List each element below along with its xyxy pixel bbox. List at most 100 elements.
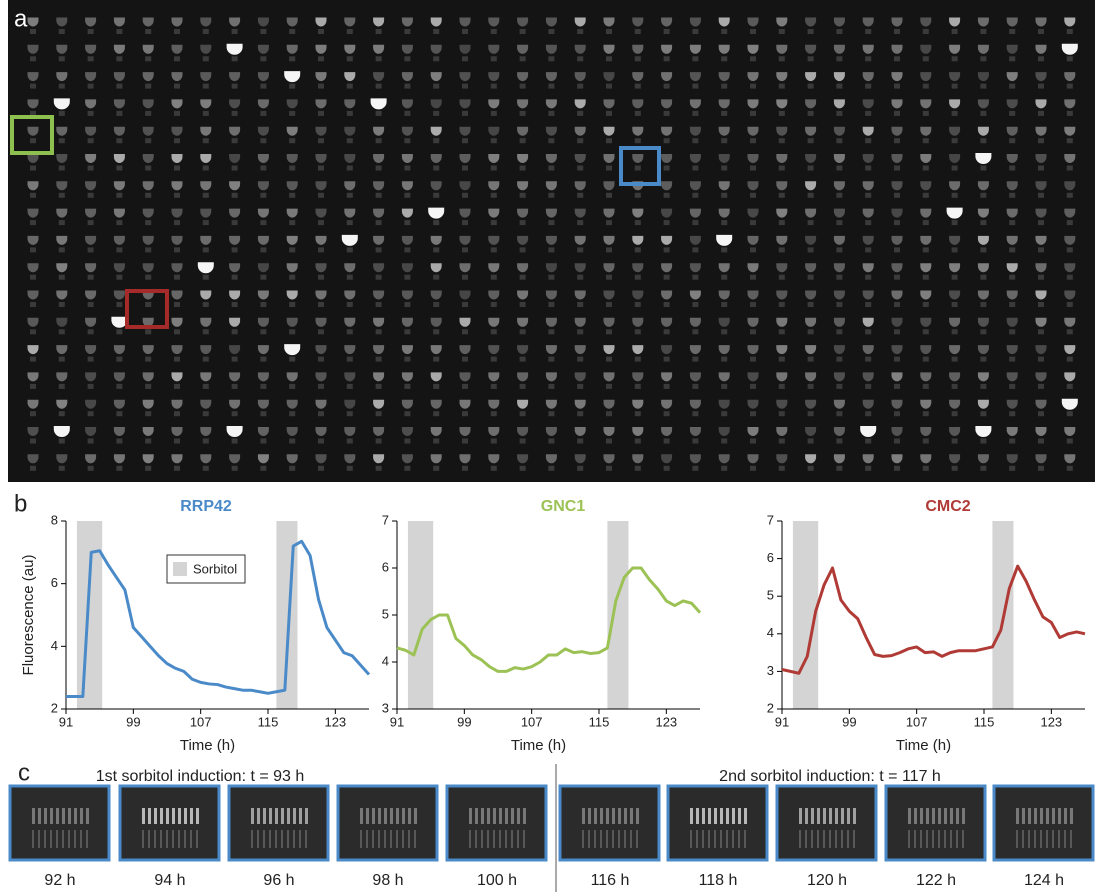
thumb-stripe: [606, 830, 608, 848]
trap: [145, 138, 151, 143]
thumbnail: [10, 786, 109, 860]
trap: [1038, 357, 1044, 362]
trap: [1038, 84, 1044, 89]
thumb-stripe: [853, 830, 855, 848]
trap: [232, 166, 238, 171]
thumb-stripe: [594, 830, 596, 848]
trap: [692, 329, 698, 334]
trap: [88, 29, 94, 34]
thumb-stripe: [275, 808, 278, 824]
panel-label: a: [14, 5, 28, 32]
thumb-stripe: [702, 830, 704, 848]
trap: [404, 56, 410, 61]
trap: [894, 357, 900, 362]
trap: [952, 357, 958, 362]
trap: [865, 56, 871, 61]
sorbitol-band: [408, 521, 433, 709]
thumb-stripe: [600, 830, 602, 848]
trap: [318, 193, 324, 198]
trap: [1067, 329, 1073, 334]
trap: [347, 220, 353, 225]
trap: [520, 193, 526, 198]
thumb-stripe: [414, 830, 416, 848]
thumb-stripe: [726, 830, 728, 848]
thumb-stripe: [1016, 830, 1018, 848]
trap: [548, 193, 554, 198]
trap: [779, 220, 785, 225]
trap: [88, 439, 94, 444]
trap: [779, 384, 785, 389]
trap: [750, 111, 756, 116]
trap: [635, 84, 641, 89]
trap: [664, 466, 670, 471]
thumb-stripe: [378, 830, 380, 848]
thumb-stripe: [372, 830, 374, 848]
trap: [836, 357, 842, 362]
trap: [318, 302, 324, 307]
trap: [894, 166, 900, 171]
trap: [923, 193, 929, 198]
trap: [59, 84, 65, 89]
trap: [548, 439, 554, 444]
thumb-stripe: [738, 830, 740, 848]
trap: [318, 329, 324, 334]
trap: [664, 166, 670, 171]
trap: [30, 29, 36, 34]
thumb-stripe: [726, 808, 729, 824]
trap: [836, 84, 842, 89]
trap: [88, 193, 94, 198]
thumb-stripe: [950, 830, 952, 848]
trap: [376, 220, 382, 225]
trap: [750, 384, 756, 389]
trap: [548, 247, 554, 252]
trap: [30, 56, 36, 61]
trap: [260, 384, 266, 389]
trap: [692, 29, 698, 34]
trap: [779, 411, 785, 416]
frame-label: 94 h: [154, 872, 185, 889]
thumb-stripe: [56, 808, 59, 824]
trap: [289, 302, 295, 307]
trap: [980, 247, 986, 252]
trap: [606, 220, 612, 225]
thumb-stripe: [517, 808, 520, 824]
trap: [577, 439, 583, 444]
trap: [462, 329, 468, 334]
trap: [836, 439, 842, 444]
trap: [692, 302, 698, 307]
trap: [260, 166, 266, 171]
trap: [376, 111, 382, 116]
x-axis-label: Time (h): [896, 737, 951, 754]
x-tick-label: 123: [655, 714, 677, 729]
thumb-stripe: [196, 808, 199, 824]
trap: [952, 384, 958, 389]
trap: [260, 411, 266, 416]
trap: [318, 56, 324, 61]
trap: [865, 247, 871, 252]
trap: [491, 439, 497, 444]
thumb-stripe: [475, 830, 477, 848]
thumb-stripe: [184, 830, 186, 848]
trap: [59, 357, 65, 362]
trap: [865, 439, 871, 444]
trap: [232, 275, 238, 280]
trap: [376, 84, 382, 89]
trap: [577, 384, 583, 389]
trap: [635, 111, 641, 116]
thumb-stripe: [505, 808, 508, 824]
thumb-stripe: [293, 808, 296, 824]
thumb-stripe: [1040, 830, 1042, 848]
trap: [808, 466, 814, 471]
trap: [808, 247, 814, 252]
thumb-stripe: [378, 808, 381, 824]
trap: [260, 357, 266, 362]
trap: [203, 439, 209, 444]
trap: [520, 329, 526, 334]
trap: [606, 275, 612, 280]
trap: [865, 357, 871, 362]
trap: [635, 220, 641, 225]
thumb-stripe: [708, 808, 711, 824]
trap: [836, 275, 842, 280]
trap: [1038, 220, 1044, 225]
trap: [721, 84, 727, 89]
